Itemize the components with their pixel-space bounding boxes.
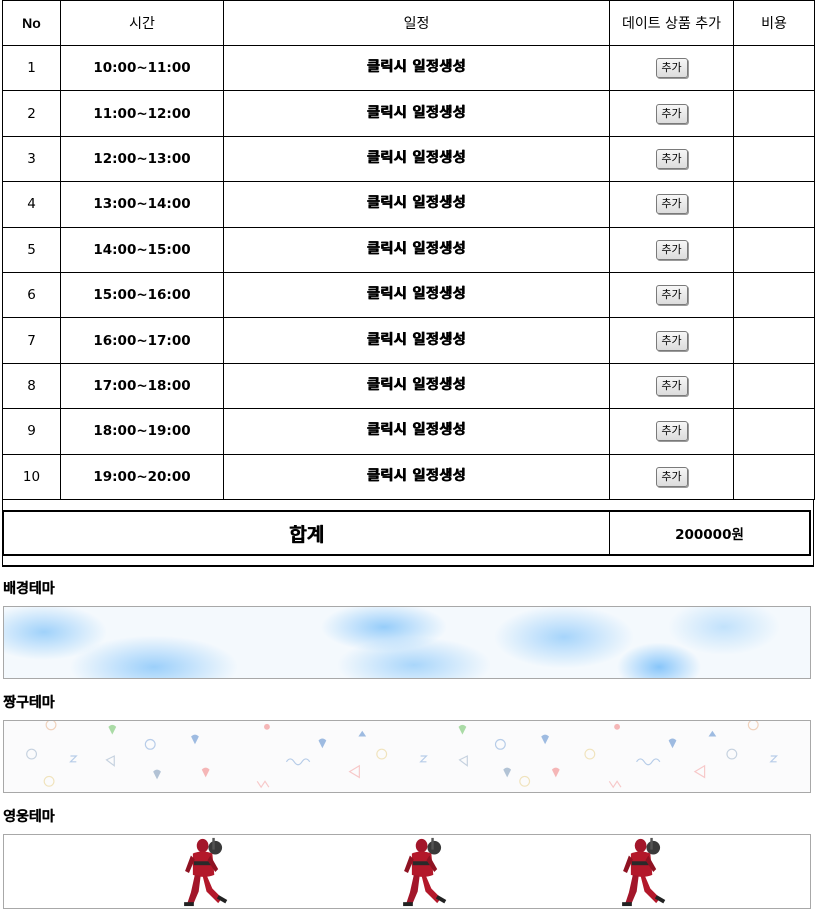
row-cost bbox=[733, 226, 815, 273]
table-row: 6 15:00~16:00 클릭시 일정생성 추가 bbox=[2, 271, 815, 319]
create-schedule-link[interactable]: 클릭시 일정생성 bbox=[366, 149, 467, 166]
row-cost bbox=[733, 317, 815, 364]
row-cost bbox=[733, 271, 815, 319]
row-time: 15:00~16:00 bbox=[60, 271, 224, 319]
row-schedule-cell: 클릭시 일정생성 bbox=[223, 90, 610, 137]
row-time: 16:00~17:00 bbox=[60, 317, 224, 364]
row-add-cell: 추가 bbox=[609, 317, 734, 364]
row-time: 17:00~18:00 bbox=[60, 362, 224, 410]
theme-pattern-preview[interactable] bbox=[3, 720, 811, 793]
add-product-button[interactable]: 추가 bbox=[655, 466, 688, 487]
create-schedule-link[interactable]: 클릭시 일정생성 bbox=[366, 467, 467, 484]
theme-title-shinchan: 짱구테마 bbox=[3, 695, 55, 711]
header-no: No bbox=[2, 0, 61, 46]
row-number: 9 bbox=[2, 408, 61, 455]
create-schedule-link[interactable]: 클릭시 일정생성 bbox=[366, 331, 467, 348]
theme-title-hero: 영웅테마 bbox=[3, 809, 55, 825]
row-number: 1 bbox=[2, 44, 61, 92]
row-schedule-cell: 클릭시 일정생성 bbox=[223, 271, 610, 319]
table-header-row: No 시간 일정 데이트 상품 추가 비용 bbox=[2, 0, 815, 46]
row-cost bbox=[733, 453, 815, 500]
create-schedule-link[interactable]: 클릭시 일정생성 bbox=[366, 195, 467, 212]
hero-svg bbox=[184, 837, 666, 907]
row-time: 13:00~14:00 bbox=[60, 181, 224, 228]
header-cost: 비용 bbox=[733, 0, 815, 46]
row-time: 19:00~20:00 bbox=[60, 453, 224, 500]
total-row: 합계 200000원 bbox=[2, 510, 811, 556]
row-schedule-cell: 클릭시 일정생성 bbox=[223, 408, 610, 455]
row-add-cell: 추가 bbox=[609, 226, 734, 273]
row-number: 6 bbox=[2, 271, 61, 319]
row-schedule-cell: 클릭시 일정생성 bbox=[223, 44, 610, 92]
header-schedule: 일정 bbox=[223, 0, 610, 46]
row-cost bbox=[733, 135, 815, 183]
row-cost bbox=[733, 362, 815, 410]
row-number: 2 bbox=[2, 90, 61, 137]
add-product-button[interactable]: 추가 bbox=[655, 148, 688, 169]
row-add-cell: 추가 bbox=[609, 44, 734, 92]
total-value: 200000원 bbox=[675, 527, 744, 543]
row-time: 12:00~13:00 bbox=[60, 135, 224, 183]
row-number: 7 bbox=[2, 317, 61, 364]
row-add-cell: 추가 bbox=[609, 181, 734, 228]
row-number: 8 bbox=[2, 362, 61, 410]
row-add-cell: 추가 bbox=[609, 135, 734, 183]
table-row: 5 14:00~15:00 클릭시 일정생성 추가 bbox=[2, 226, 815, 273]
row-number: 4 bbox=[2, 181, 61, 228]
add-product-button[interactable]: 추가 bbox=[655, 421, 688, 442]
row-time: 10:00~11:00 bbox=[60, 44, 224, 92]
row-schedule-cell: 클릭시 일정생성 bbox=[223, 226, 610, 273]
header-add-product: 데이트 상품 추가 bbox=[609, 0, 734, 46]
add-product-button[interactable]: 추가 bbox=[655, 330, 688, 351]
table-row: 8 17:00~18:00 클릭시 일정생성 추가 bbox=[2, 362, 815, 410]
row-add-cell: 추가 bbox=[609, 90, 734, 137]
theme-title-background: 배경테마 bbox=[3, 581, 55, 597]
row-cost bbox=[733, 44, 815, 92]
row-time: 18:00~19:00 bbox=[60, 408, 224, 455]
create-schedule-link[interactable]: 클릭시 일정생성 bbox=[366, 104, 467, 121]
add-product-button[interactable]: 추가 bbox=[655, 239, 688, 260]
row-add-cell: 추가 bbox=[609, 453, 734, 500]
table-row: 2 11:00~12:00 클릭시 일정생성 추가 bbox=[2, 90, 815, 137]
create-schedule-link[interactable]: 클릭시 일정생성 bbox=[366, 59, 467, 76]
theme-hero-preview[interactable] bbox=[3, 834, 811, 909]
table-row: 1 10:00~11:00 클릭시 일정생성 추가 bbox=[2, 44, 815, 92]
create-schedule-link[interactable]: 클릭시 일정생성 bbox=[366, 286, 467, 303]
create-schedule-link[interactable]: 클릭시 일정생성 bbox=[366, 240, 467, 257]
add-product-button[interactable]: 추가 bbox=[655, 103, 688, 124]
total-label: 합계 bbox=[4, 512, 610, 554]
theme-sky-preview[interactable] bbox=[3, 606, 811, 679]
row-cost bbox=[733, 90, 815, 137]
row-cost bbox=[733, 181, 815, 228]
table-row: 10 19:00~20:00 클릭시 일정생성 추가 bbox=[2, 453, 815, 500]
table-row: 3 12:00~13:00 클릭시 일정생성 추가 bbox=[2, 135, 815, 183]
add-product-button[interactable]: 추가 bbox=[655, 194, 688, 215]
pattern-svg bbox=[26, 721, 778, 789]
row-add-cell: 추가 bbox=[609, 408, 734, 455]
row-schedule-cell: 클릭시 일정생성 bbox=[223, 453, 610, 500]
table-row: 4 13:00~14:00 클릭시 일정생성 추가 bbox=[2, 181, 815, 228]
row-time: 11:00~12:00 bbox=[60, 90, 224, 137]
schedule-table: No 시간 일정 데이트 상품 추가 비용 1 10:00~11:00 클릭시 일정… bbox=[2, 0, 815, 500]
add-product-button[interactable]: 추가 bbox=[655, 58, 688, 79]
row-schedule-cell: 클릭시 일정생성 bbox=[223, 317, 610, 364]
create-schedule-link[interactable]: 클릭시 일정생성 bbox=[366, 376, 467, 393]
row-schedule-cell: 클릭시 일정생성 bbox=[223, 135, 610, 183]
row-add-cell: 추가 bbox=[609, 362, 734, 410]
row-schedule-cell: 클릭시 일정생성 bbox=[223, 362, 610, 410]
row-time: 14:00~15:00 bbox=[60, 226, 224, 273]
add-product-button[interactable]: 추가 bbox=[655, 285, 688, 306]
row-schedule-cell: 클릭시 일정생성 bbox=[223, 181, 610, 228]
row-number: 10 bbox=[2, 453, 61, 500]
add-product-button[interactable]: 추가 bbox=[655, 375, 688, 396]
create-schedule-link[interactable]: 클릭시 일정생성 bbox=[366, 422, 467, 439]
header-time: 시간 bbox=[60, 0, 224, 46]
row-add-cell: 추가 bbox=[609, 271, 734, 319]
row-number: 3 bbox=[2, 135, 61, 183]
row-cost bbox=[733, 408, 815, 455]
table-row: 7 16:00~17:00 클릭시 일정생성 추가 bbox=[2, 317, 815, 364]
table-row: 9 18:00~19:00 클릭시 일정생성 추가 bbox=[2, 408, 815, 455]
row-number: 5 bbox=[2, 226, 61, 273]
